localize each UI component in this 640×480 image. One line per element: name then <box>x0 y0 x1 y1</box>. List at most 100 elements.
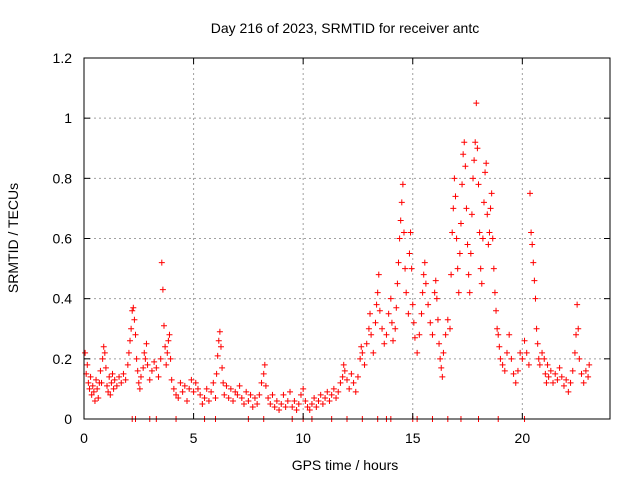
data-point <box>395 259 402 266</box>
data-point <box>282 403 289 410</box>
data-point <box>484 211 491 218</box>
data-point <box>373 301 380 308</box>
data-point <box>278 400 285 407</box>
data-points <box>82 100 593 422</box>
data-point <box>247 391 254 398</box>
data-point <box>131 316 138 323</box>
data-point <box>381 340 388 347</box>
data-point <box>399 181 406 188</box>
data-point <box>534 340 541 347</box>
data-point <box>407 229 414 236</box>
data-point <box>87 373 94 380</box>
data-point <box>346 385 353 392</box>
data-point <box>106 373 113 380</box>
data-point <box>452 193 459 200</box>
axis-ticks <box>83 57 610 420</box>
data-point <box>444 316 451 323</box>
data-point <box>450 205 457 212</box>
data-point <box>541 355 548 362</box>
data-point <box>457 220 464 227</box>
data-point <box>576 355 583 362</box>
y-tick-label: 0.4 <box>53 291 73 307</box>
data-point <box>313 403 320 410</box>
data-point <box>474 145 481 152</box>
data-point <box>201 394 208 401</box>
data-point <box>408 265 415 272</box>
data-point <box>348 370 355 377</box>
data-point <box>394 280 401 287</box>
data-point <box>385 310 392 317</box>
y-tick-label: 0.6 <box>53 231 73 247</box>
data-point <box>236 382 243 389</box>
data-point <box>418 310 425 317</box>
data-point <box>197 391 204 398</box>
data-point <box>560 382 567 389</box>
data-point <box>129 307 136 314</box>
data-point <box>177 379 184 386</box>
data-point <box>488 190 495 197</box>
data-point <box>340 361 347 368</box>
data-point <box>127 337 134 344</box>
data-point <box>416 331 423 338</box>
data-point <box>438 364 445 371</box>
data-point <box>212 394 219 401</box>
y-tick-label: 1.2 <box>53 50 73 66</box>
data-point <box>135 379 142 386</box>
data-point <box>370 349 377 356</box>
data-point <box>82 349 89 356</box>
data-point <box>142 355 149 362</box>
data-point <box>533 325 540 332</box>
data-point <box>215 337 222 344</box>
data-point <box>372 319 379 326</box>
data-point <box>425 301 432 308</box>
data-point <box>223 382 230 389</box>
data-point <box>160 322 167 329</box>
data-point <box>192 379 199 386</box>
data-point <box>573 331 580 338</box>
data-point <box>420 271 427 278</box>
data-point <box>137 373 144 380</box>
data-point <box>120 370 127 377</box>
data-point <box>361 361 368 368</box>
data-point <box>88 391 95 398</box>
data-point <box>261 361 268 368</box>
data-point <box>517 349 524 356</box>
data-point <box>521 337 528 344</box>
data-point <box>304 403 311 410</box>
data-point <box>141 349 148 356</box>
data-point <box>179 388 186 395</box>
data-point <box>421 259 428 266</box>
data-point <box>104 382 111 389</box>
data-point <box>454 265 461 272</box>
data-point <box>567 379 574 386</box>
data-point <box>437 355 444 362</box>
data-point <box>140 364 147 371</box>
data-point <box>523 349 530 356</box>
data-point <box>578 370 585 377</box>
data-point <box>414 349 421 356</box>
data-point <box>483 160 490 167</box>
data-point <box>493 307 500 314</box>
data-point <box>238 394 245 401</box>
data-point <box>184 397 191 404</box>
data-point <box>462 163 469 170</box>
data-point <box>94 385 101 392</box>
data-point <box>306 406 313 413</box>
data-point <box>449 229 456 236</box>
data-point <box>153 364 160 371</box>
y-tick-label: 0.8 <box>53 170 73 186</box>
data-point <box>439 373 446 380</box>
data-point <box>217 343 224 350</box>
data-point <box>155 373 162 380</box>
data-point <box>317 391 324 398</box>
data-point <box>110 385 117 392</box>
data-point <box>280 391 287 398</box>
data-point <box>188 376 195 383</box>
data-point <box>519 355 526 362</box>
data-point <box>124 361 131 368</box>
data-point <box>480 199 487 206</box>
data-point <box>297 391 304 398</box>
data-point <box>205 397 212 404</box>
data-point <box>569 367 576 374</box>
data-point <box>85 379 92 386</box>
